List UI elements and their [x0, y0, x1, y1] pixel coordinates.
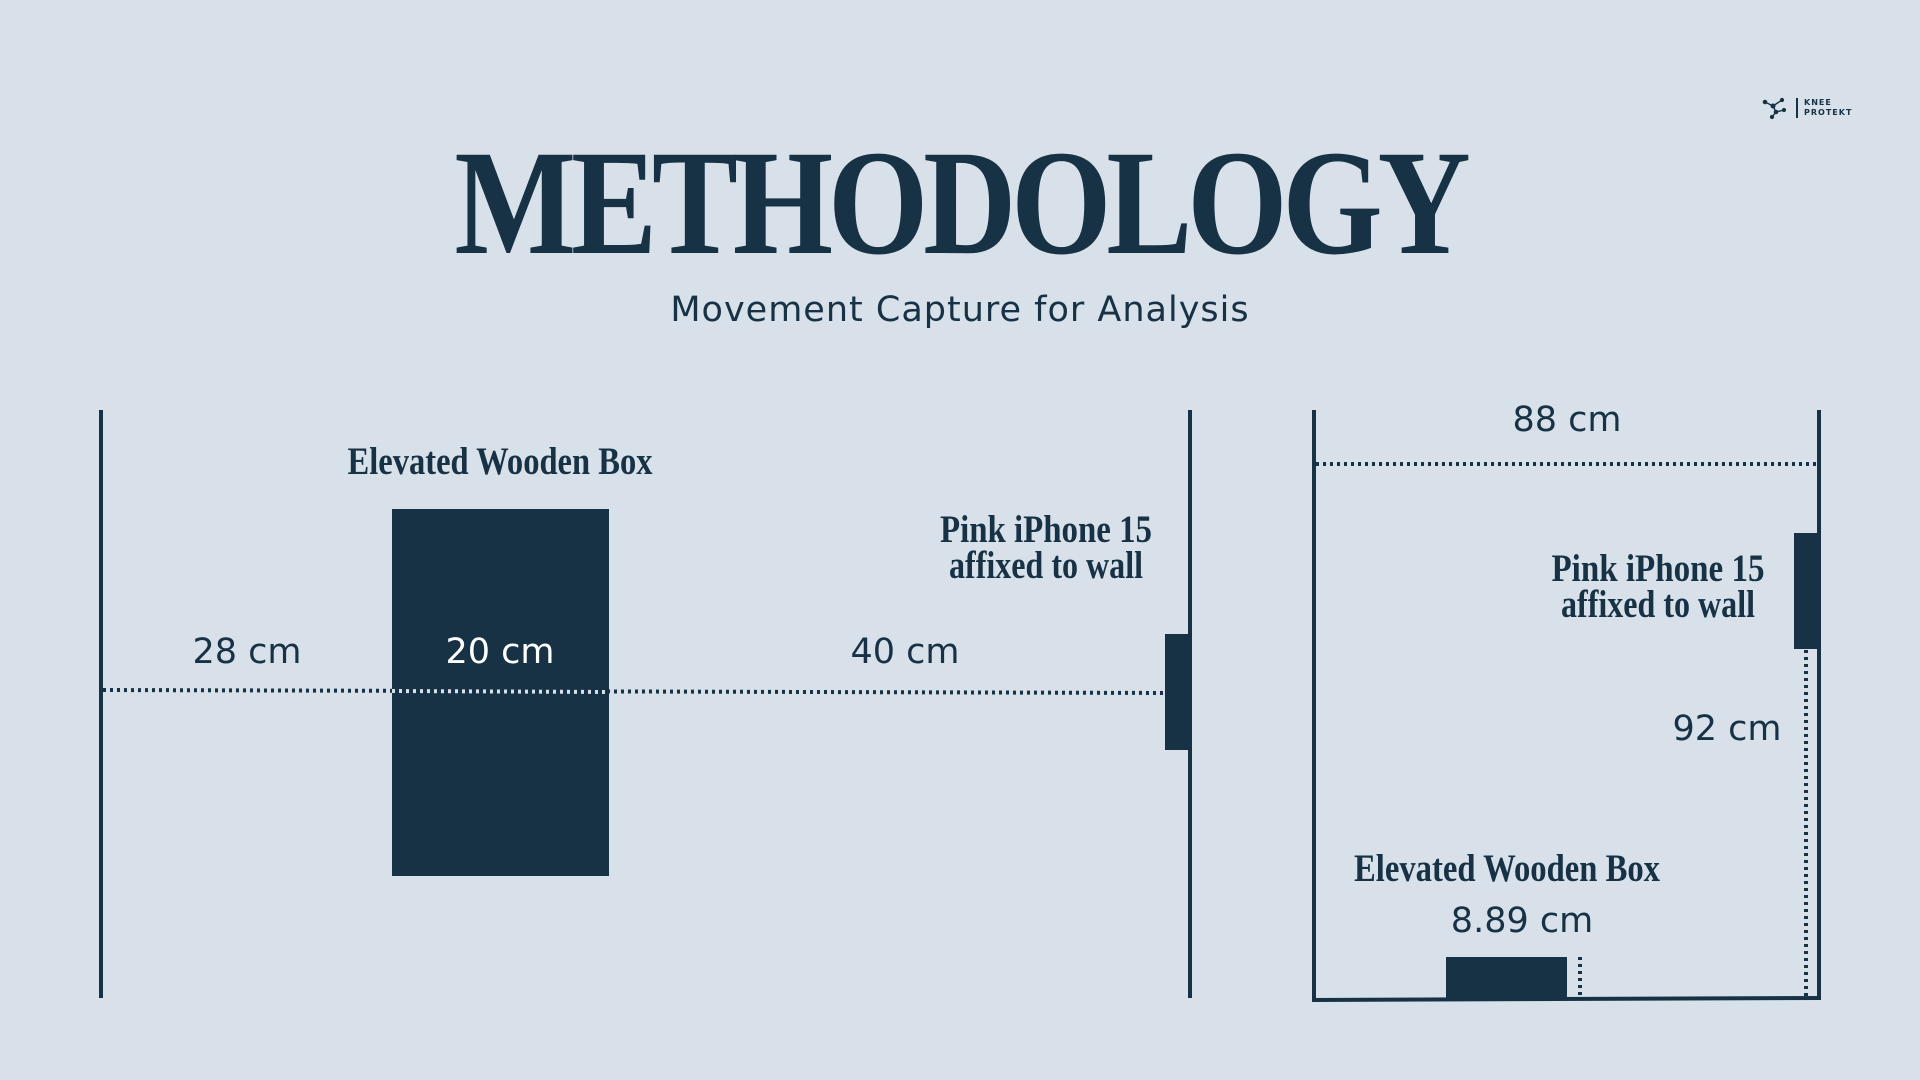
- box-label-side: Elevated Wooden Box: [1354, 847, 1660, 890]
- page-subtitle: Movement Capture for Analysis: [670, 290, 1250, 330]
- constellation-icon: [1762, 97, 1787, 120]
- phone-label-side-line1: Pink iPhone 15: [1552, 547, 1765, 590]
- top-view-diagram: Elevated Wooden Box Pink iPhone 15 affix…: [99, 410, 1192, 998]
- brand-logo: KNEE PROTEKT: [1762, 96, 1852, 120]
- box-height-label: 8.89 cm: [1451, 901, 1593, 941]
- phone-label-top-line2: affixed to wall: [949, 544, 1143, 587]
- side-view-diagram: 88 cm Pink iPhone 15 affixed to wall 92 …: [1311, 400, 1822, 1002]
- phone-marker-top: [1165, 634, 1190, 750]
- dist-box-to-phone: 40 cm: [851, 632, 960, 672]
- side-width-label: 88 cm: [1513, 400, 1622, 440]
- page-title: METHODOLOGY: [454, 120, 1470, 286]
- logo-line-1: KNEE: [1804, 98, 1832, 107]
- distance-dotted-line-over-box: [391, 689, 610, 694]
- wooden-box-side: [1446, 957, 1567, 999]
- box-width-label: 20 cm: [446, 632, 555, 672]
- logo-wordmark: KNEE PROTEKT: [1796, 98, 1852, 118]
- dist-wall-to-box: 28 cm: [193, 632, 302, 672]
- phone-label-side-line2: affixed to wall: [1561, 583, 1755, 626]
- phone-label-top-line1: Pink iPhone 15: [940, 508, 1152, 551]
- distance-dotted-line: [102, 688, 1166, 695]
- phone-height-label: 92 cm: [1673, 709, 1782, 749]
- phone-marker-side: [1794, 533, 1819, 649]
- logo-line-2: PROTEKT: [1804, 108, 1853, 117]
- box-label-top: Elevated Wooden Box: [348, 440, 653, 483]
